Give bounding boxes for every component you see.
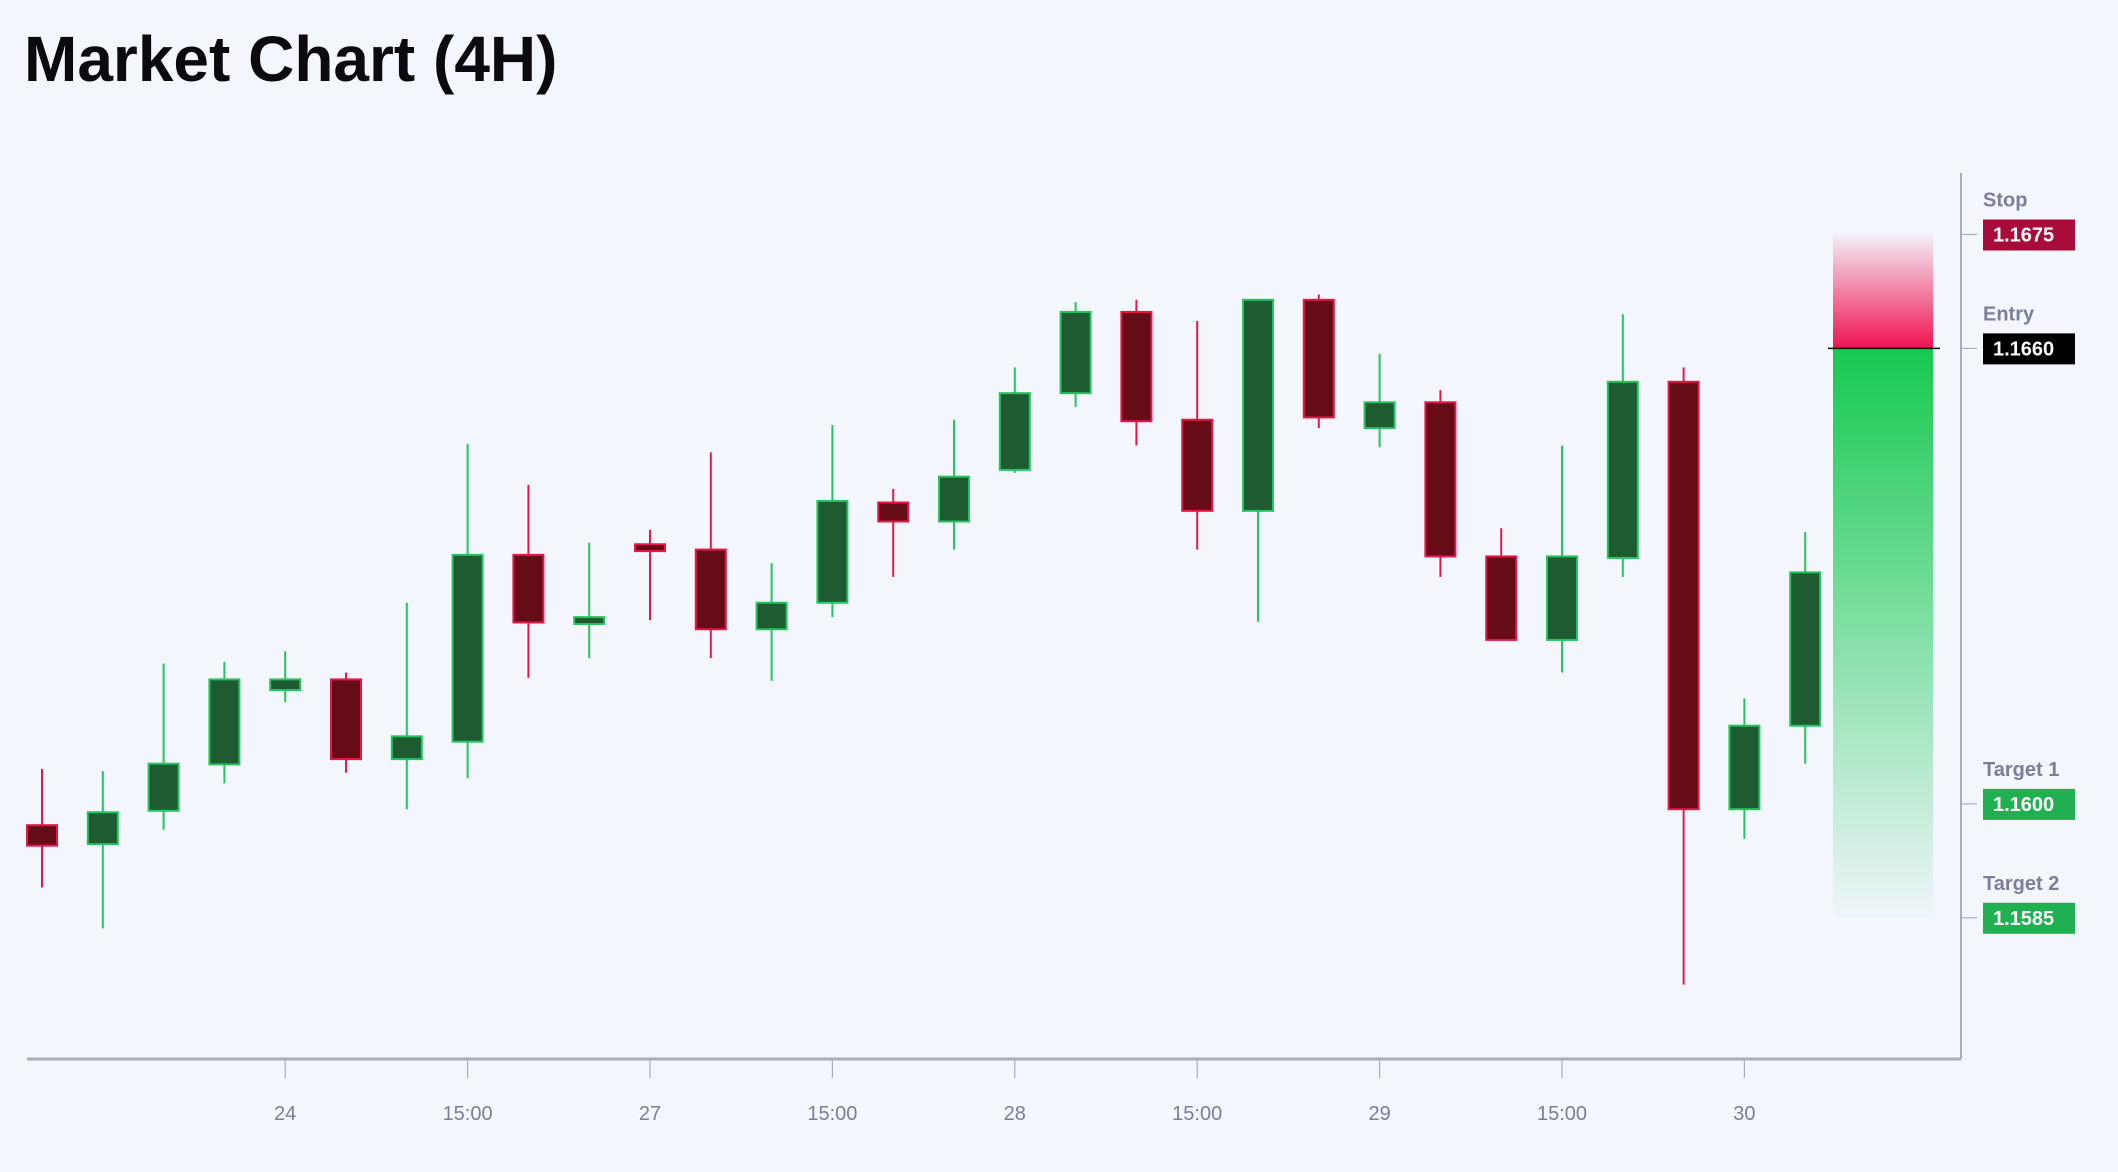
bullish-candle <box>1606 314 1639 577</box>
level-name-label: Entry <box>1983 303 2035 325</box>
candle-body <box>269 678 302 692</box>
level-value-badge <box>1983 788 2075 820</box>
candle-body <box>390 735 423 761</box>
bearish-candle <box>877 488 910 577</box>
bullish-candle <box>998 367 1031 473</box>
bullish-candle <box>1363 353 1396 448</box>
x-tick-label: 15:00 <box>1172 1103 1222 1125</box>
level-value-label: 1.1675 <box>1993 224 2054 246</box>
bearish-candle <box>694 452 727 659</box>
x-tick-label: 24 <box>274 1103 296 1125</box>
bullish-candle <box>573 542 606 659</box>
x-tick-label: 15:00 <box>443 1103 493 1125</box>
candle-body <box>1606 380 1639 559</box>
candle-body <box>1181 418 1214 512</box>
level-value-label: 1.1600 <box>1993 794 2054 816</box>
bullish-candle <box>1242 298 1274 622</box>
candle-body <box>208 678 241 766</box>
bearish-candle <box>1667 367 1700 985</box>
x-tick-label: 30 <box>1733 1103 1755 1125</box>
x-tick-label: 27 <box>639 1103 661 1125</box>
candle-body <box>86 811 119 846</box>
bearish-candle <box>1424 390 1457 577</box>
level-value-label: 1.1585 <box>1993 908 2054 930</box>
chart-title: Market Chart (4H) <box>24 23 558 95</box>
candle-body <box>1789 571 1822 727</box>
candle-body <box>1667 380 1700 811</box>
bullish-candle <box>755 563 788 681</box>
bullish-candle <box>938 419 970 550</box>
candle-body <box>330 678 362 761</box>
bullish-candle <box>1728 698 1761 839</box>
candle-body <box>147 762 180 812</box>
level-value-badge <box>1983 902 2075 934</box>
bullish-candle <box>390 602 423 810</box>
level-value-badge <box>1983 219 2075 251</box>
candle-body <box>998 392 1031 471</box>
bullish-candle <box>451 444 484 779</box>
candle-body <box>512 553 545 624</box>
bearish-candle <box>1485 528 1518 641</box>
candle-body <box>938 475 970 523</box>
level-value-badge <box>1983 333 2075 365</box>
reward-zone <box>1833 348 1933 918</box>
candle-body <box>573 616 606 625</box>
bullish-candle <box>86 771 119 929</box>
candle-body <box>451 553 484 743</box>
candle-body <box>816 499 849 604</box>
bullish-candle <box>1546 445 1578 673</box>
candle-body <box>1120 310 1153 423</box>
candle-body <box>1485 555 1518 641</box>
bullish-candle <box>208 661 241 784</box>
candle-body <box>1363 401 1396 430</box>
candle-body <box>1242 298 1274 512</box>
candle-body <box>26 824 58 847</box>
level-name-label: Stop <box>1983 189 2027 211</box>
bearish-candle <box>330 672 362 773</box>
bearish-candle <box>1302 294 1335 429</box>
bullish-candle <box>816 425 849 618</box>
candle-body <box>1424 401 1457 558</box>
bearish-candle <box>634 529 666 621</box>
candle-body <box>877 501 910 523</box>
candle-body <box>634 543 666 553</box>
x-tick-label: 28 <box>1004 1103 1026 1125</box>
bearish-candle <box>1181 321 1214 550</box>
bullish-candle <box>147 663 180 830</box>
bearish-candle <box>512 485 545 678</box>
x-tick-label: 15:00 <box>1537 1103 1587 1125</box>
candle-body <box>755 601 788 631</box>
candle-body <box>1302 298 1335 419</box>
x-tick-label: 29 <box>1368 1103 1390 1125</box>
bullish-candle <box>269 651 302 703</box>
bullish-candle <box>1059 302 1092 407</box>
bullish-candle <box>1789 532 1822 764</box>
candle-body <box>1728 724 1761 811</box>
candle-body <box>694 548 727 631</box>
candle-body <box>1546 555 1578 641</box>
bearish-candle <box>26 768 58 888</box>
candle-body <box>1059 310 1092 395</box>
risk-zone <box>1833 234 1933 349</box>
bearish-candle <box>1120 299 1153 446</box>
x-tick-label: 15:00 <box>807 1103 857 1125</box>
level-name-label: Target 1 <box>1983 759 2059 781</box>
level-name-label: Target 2 <box>1983 873 2059 895</box>
level-value-label: 1.1660 <box>1993 338 2054 360</box>
